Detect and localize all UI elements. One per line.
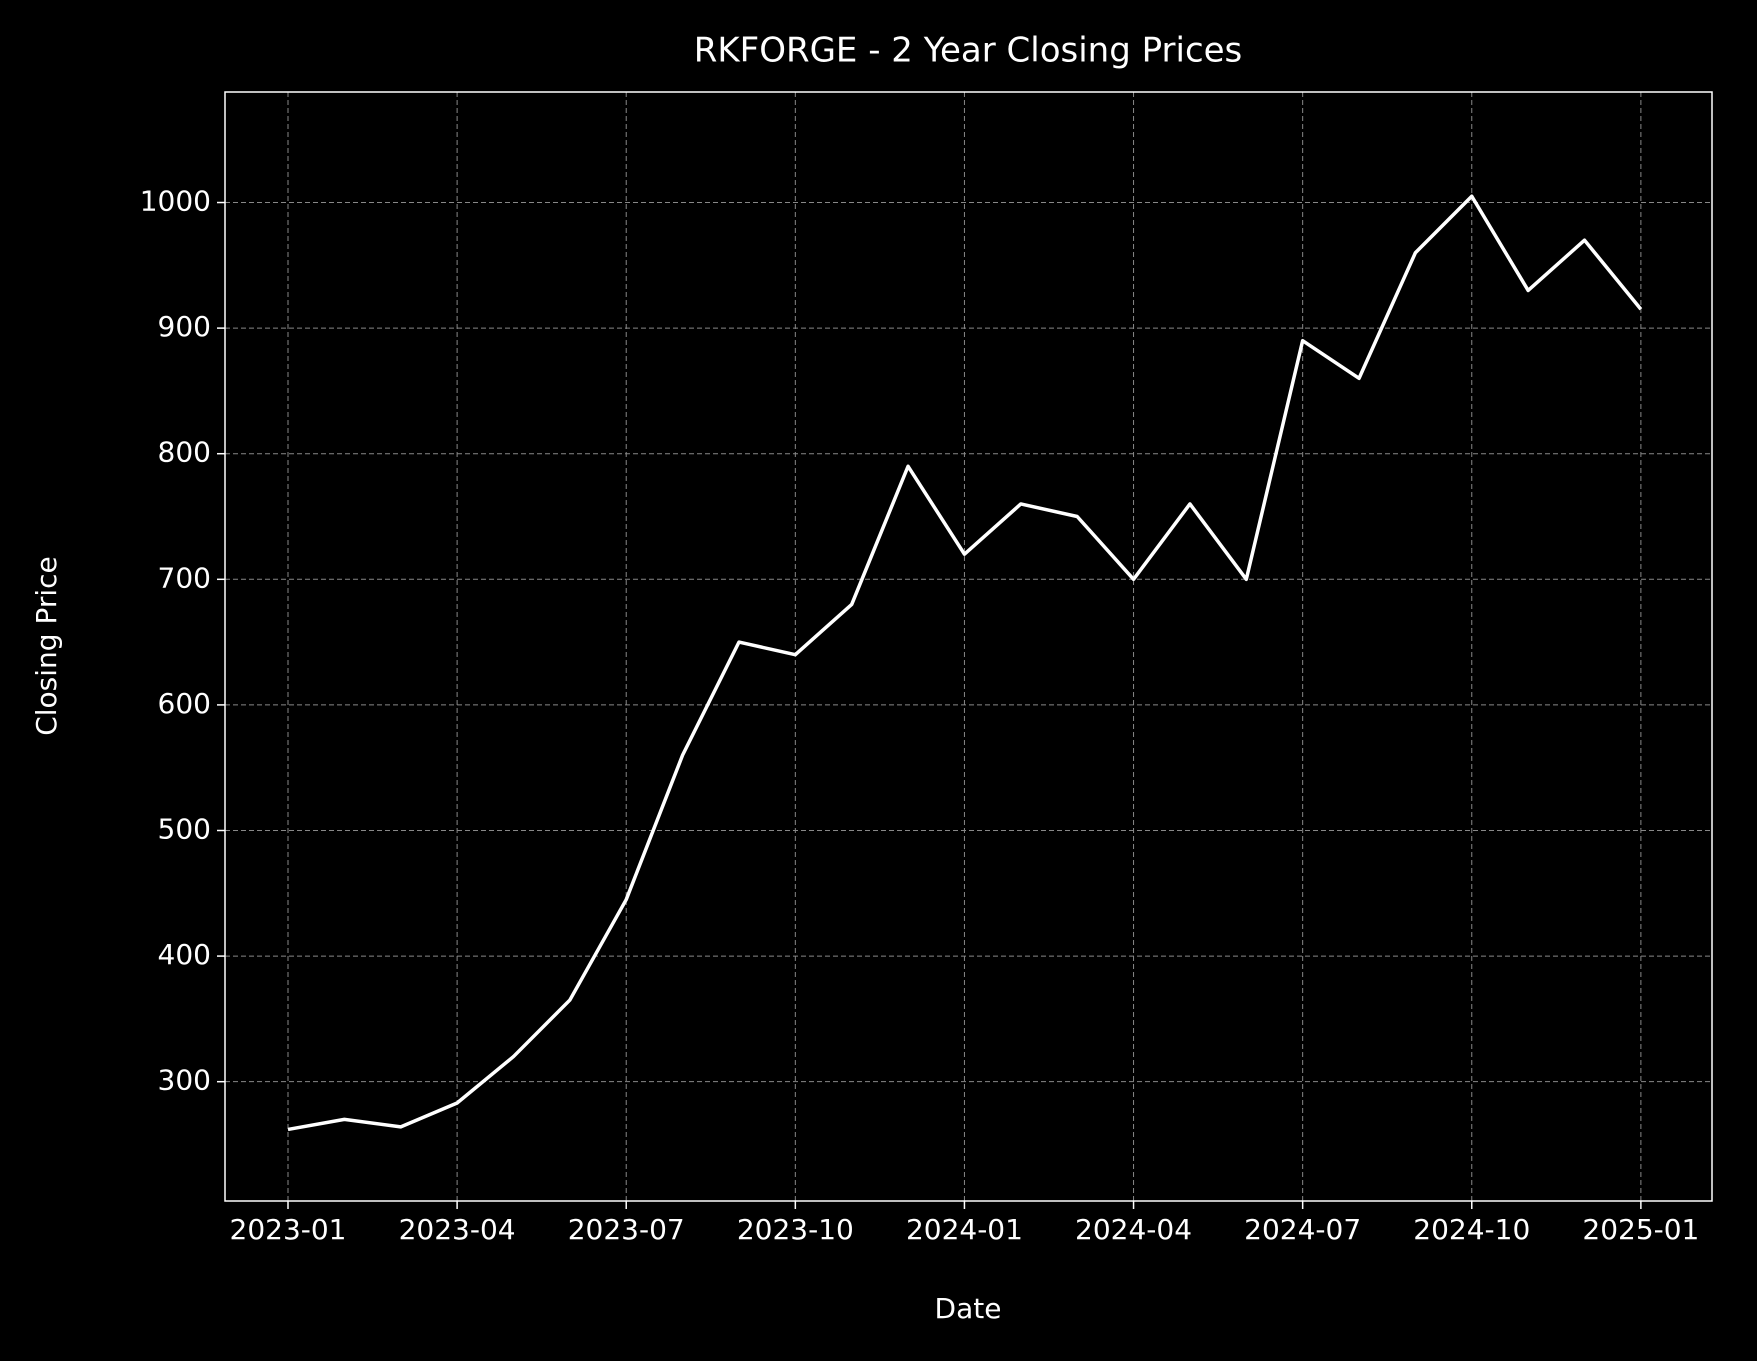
x-tick-label: 2024-04	[1075, 1213, 1192, 1246]
x-tick-label: 2023-01	[230, 1213, 347, 1246]
y-tick-label: 300	[158, 1064, 211, 1097]
x-tick-label: 2025-01	[1582, 1213, 1699, 1246]
y-tick-label: 600	[158, 687, 211, 720]
x-axis-label: Date	[935, 1292, 1002, 1325]
y-tick-label: 400	[158, 938, 211, 971]
x-tick-label: 2024-10	[1413, 1213, 1530, 1246]
y-tick-label: 700	[158, 561, 211, 594]
x-tick-label: 2023-07	[568, 1213, 685, 1246]
y-tick-label: 1000	[140, 185, 211, 218]
x-tick-label: 2023-10	[737, 1213, 854, 1246]
y-tick-label: 800	[158, 436, 211, 469]
price-line	[287, 194, 1643, 1132]
chart-title: RKFORGE - 2 Year Closing Prices	[694, 31, 1243, 71]
x-tick-label: 2024-07	[1244, 1213, 1361, 1246]
x-tick-label: 2024-01	[906, 1213, 1023, 1246]
x-tick-label: 2023-04	[399, 1213, 516, 1246]
plot-frame	[224, 91, 1713, 1202]
y-tick-label: 500	[158, 812, 211, 845]
y-axis-label: Closing Price	[30, 556, 63, 736]
y-tick-label: 900	[158, 310, 211, 343]
